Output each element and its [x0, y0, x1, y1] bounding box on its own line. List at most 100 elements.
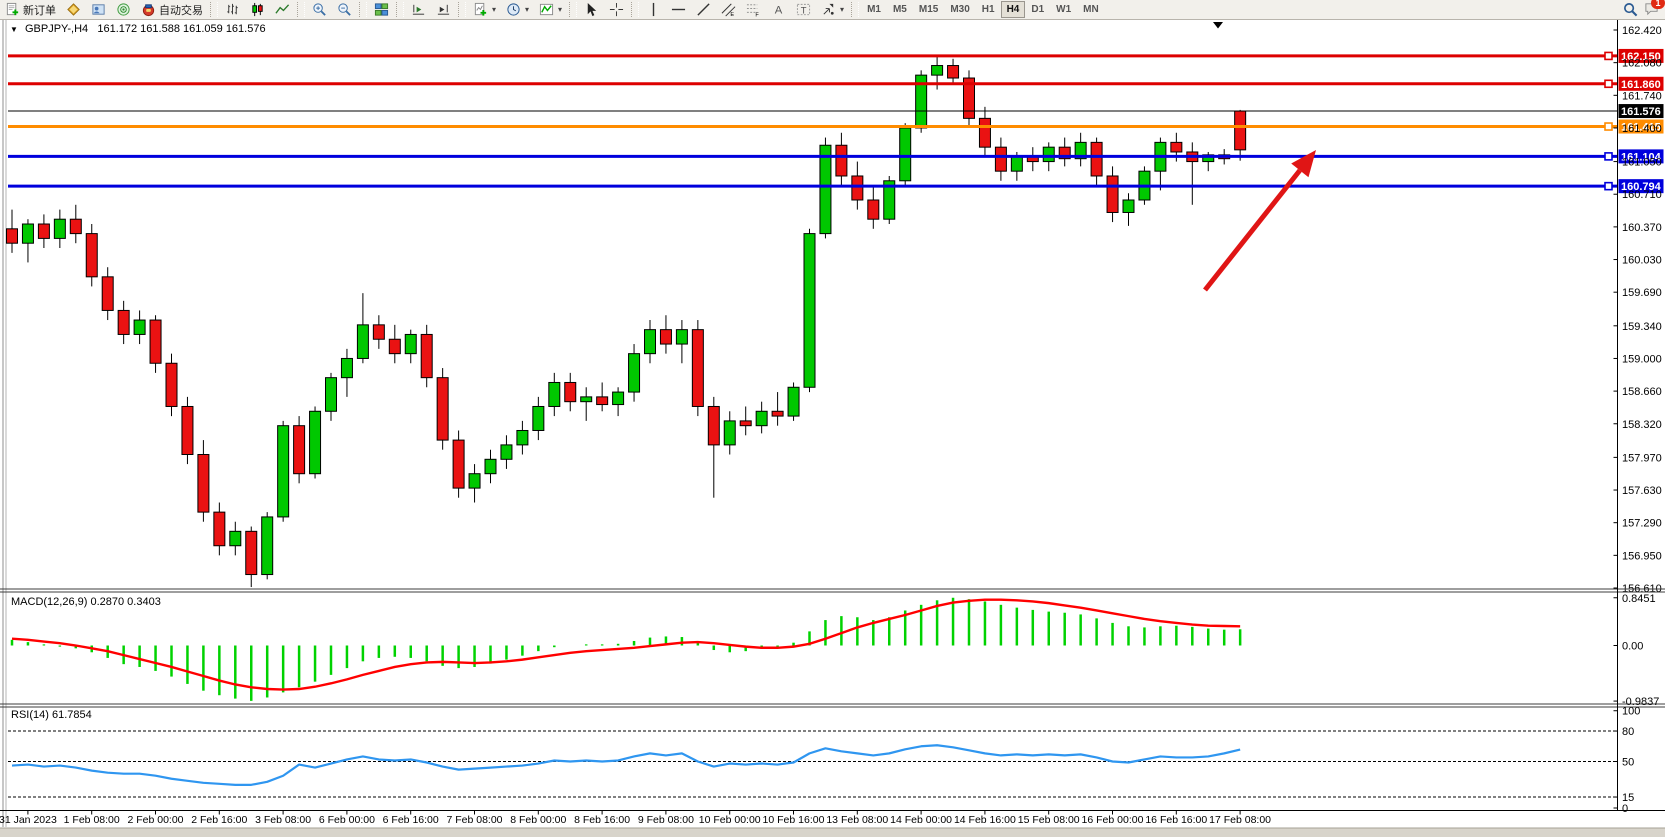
chart-symbol-period: GBPJPY-,H4: [24, 23, 89, 35]
macd-indicator-label: MACD(12,26,9) 0.2870 0.3403: [11, 596, 161, 608]
auto-scroll-button[interactable]: [406, 1, 431, 18]
tile-windows-icon: [374, 2, 389, 17]
navigator-icon: [116, 2, 131, 17]
search-icon[interactable]: [1623, 2, 1638, 17]
chart-ohlc-values: 161.172 161.588 161.059 161.576: [97, 23, 266, 35]
macd-signal-line: [11, 598, 1241, 691]
chart-header[interactable]: ▼ GBPJPY-,H4 161.172 161.588 161.059 161…: [10, 23, 266, 35]
periods-button[interactable]: ▾: [501, 1, 534, 18]
autotrading-button[interactable]: 自动交易: [136, 1, 208, 18]
horizontal-line-icon: [671, 2, 686, 17]
vertical-line-tool-button[interactable]: [641, 1, 666, 18]
new-chart-icon: [473, 2, 488, 17]
y-axis-tick-label: 159.000: [1622, 353, 1662, 365]
fibonacci-tool-button[interactable]: F: [741, 1, 766, 19]
navigator-button[interactable]: [111, 1, 136, 18]
level-handle[interactable]: [1604, 79, 1613, 89]
candlestick-icon: [250, 2, 265, 17]
x-axis-date-label: 6 Feb 00:00: [319, 814, 375, 826]
level-handle[interactable]: [1604, 51, 1613, 61]
svg-text:T: T: [801, 5, 807, 15]
x-axis-date-label: 8 Feb 00:00: [510, 814, 566, 826]
y-axis-tick-label: 161.740: [1622, 90, 1662, 102]
timeframe-m5-button[interactable]: M5: [887, 1, 913, 18]
text-label-icon: T: [796, 2, 811, 17]
line-chart-mode-button[interactable]: [270, 1, 295, 18]
y-axis-tick-label: 162.420: [1622, 25, 1662, 37]
y-axis-tick-label: 161.050: [1622, 157, 1662, 169]
tile-windows-button[interactable]: [369, 1, 394, 18]
candle: [149, 319, 162, 364]
price-badge-label: 161.104: [1621, 151, 1662, 163]
candle: [803, 233, 816, 388]
candle: [739, 420, 752, 427]
candle: [484, 458, 497, 475]
zoom-in-button[interactable]: [307, 1, 332, 18]
timeframe-w1-button[interactable]: W1: [1050, 1, 1077, 18]
crosshair-tool-button[interactable]: [604, 1, 629, 18]
notifications-button[interactable]: 1: [1644, 0, 1665, 19]
candle: [867, 199, 880, 220]
trendline-tool-button[interactable]: [691, 1, 716, 18]
level-handle[interactable]: [1604, 181, 1613, 191]
zoom-out-button[interactable]: [332, 1, 357, 18]
chart-shift-button[interactable]: [431, 1, 456, 18]
text-label-tool-button[interactable]: T: [791, 1, 816, 18]
rsi-axis-label: 80: [1622, 726, 1634, 738]
arrows-icon: [821, 2, 836, 17]
bar-chart-mode-button[interactable]: [220, 1, 245, 18]
candle: [707, 405, 720, 446]
candle: [548, 381, 561, 407]
price-badge: [1618, 149, 1664, 164]
autotrading-label: 自动交易: [159, 4, 203, 17]
candle: [1234, 110, 1247, 151]
candle: [1010, 156, 1023, 172]
candlestick-mode-button[interactable]: [245, 1, 270, 18]
candle: [835, 144, 848, 177]
equidistant-channel-tool-button[interactable]: E: [716, 1, 741, 18]
text-tool-button[interactable]: A: [766, 1, 791, 18]
autotrading-icon: [141, 2, 156, 17]
level-handle[interactable]: [1604, 152, 1613, 161]
horizontal-line-tool-button[interactable]: [666, 1, 691, 18]
new-order-button[interactable]: 新订单: [0, 1, 61, 18]
zoom-out-icon: [337, 2, 352, 17]
timeframe-h1-button[interactable]: H1: [976, 1, 1001, 18]
timeframe-m1-button[interactable]: M1: [861, 1, 887, 18]
trend-arrow-annotation[interactable]: [1291, 150, 1316, 178]
timeframe-mn-button[interactable]: MN: [1077, 1, 1105, 18]
x-axis-date-label: 10 Feb 16:00: [763, 814, 825, 826]
price-badge: [1618, 48, 1664, 63]
zoom-in-icon: [312, 2, 327, 17]
arrows-tool-button[interactable]: ▾: [816, 1, 849, 18]
y-axis-tick-label: 159.340: [1622, 321, 1662, 333]
candle: [69, 218, 82, 235]
candle: [771, 410, 784, 417]
data-window-button[interactable]: [86, 1, 111, 18]
y-axis-tick-label: 157.630: [1622, 485, 1662, 497]
candle: [165, 362, 178, 407]
new-chart-button[interactable]: ▾: [468, 1, 501, 18]
price-badge: [1618, 104, 1664, 119]
market-watch-button[interactable]: [61, 1, 86, 18]
trend-arrow-shaft[interactable]: [1203, 168, 1302, 292]
toolbar: 新订单 自动交易: [0, 0, 1665, 20]
timeframe-h4-button[interactable]: H4: [1000, 1, 1026, 18]
candle: [963, 77, 975, 119]
new-order-label: 新订单: [23, 4, 56, 17]
level-handle[interactable]: [1604, 122, 1613, 131]
fibonacci-icon: F: [746, 2, 761, 19]
candle: [947, 65, 960, 79]
trendline-icon: [696, 2, 711, 17]
indicators-button[interactable]: ▾: [534, 1, 567, 18]
timeframe-m30-button[interactable]: M30: [944, 1, 975, 18]
candle: [899, 127, 912, 182]
vertical-line-icon: [646, 2, 661, 17]
timeframe-m15-button[interactable]: M15: [913, 1, 944, 18]
auto-scroll-icon: [411, 2, 426, 17]
y-axis-tick-label: 158.320: [1622, 419, 1662, 431]
cursor-tool-button[interactable]: [579, 1, 604, 18]
timeframe-d1-button[interactable]: D1: [1025, 1, 1050, 18]
clock-icon: [506, 2, 521, 17]
